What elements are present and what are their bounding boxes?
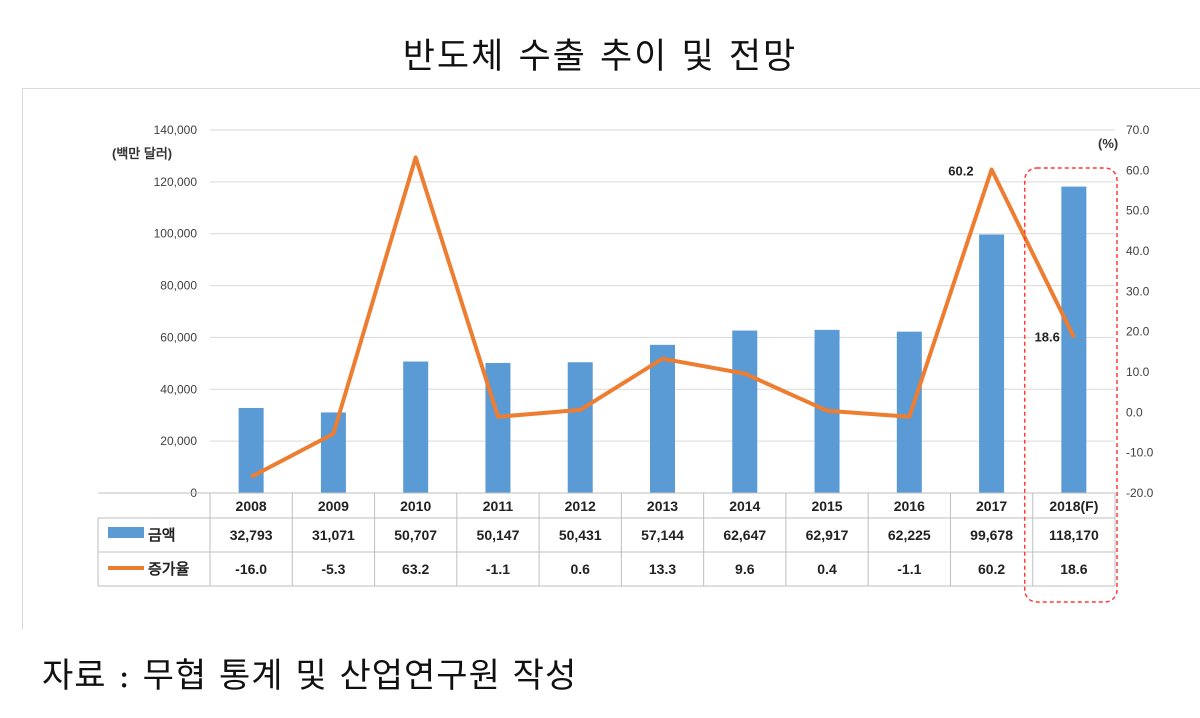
table-cell-growth: 18.6 xyxy=(1060,561,1087,577)
line-point xyxy=(991,169,993,171)
legend-label-bar: 금액 xyxy=(148,526,176,544)
line-point xyxy=(332,433,334,435)
line-point xyxy=(744,373,746,375)
y-tick-left: 40,000 xyxy=(160,382,197,396)
combo-chart: 020,00040,00060,00080,000100,000120,0001… xyxy=(97,123,1154,603)
y-tick-right: 0.0 xyxy=(1126,405,1143,419)
bar xyxy=(238,407,264,493)
forecast-highlight-box xyxy=(1023,167,1118,603)
y-tick-right: 30.0 xyxy=(1126,284,1150,298)
bar xyxy=(1061,186,1087,494)
y-tick-right: 10.0 xyxy=(1126,365,1150,379)
source-note: 자료 : 무협 통계 및 산업연구원 작성 xyxy=(42,656,578,696)
x-tick-label: 2011 xyxy=(483,498,514,514)
x-tick-label: 2012 xyxy=(565,498,596,514)
y-tick-right: 60.0 xyxy=(1126,163,1150,177)
y-tick-left: 120,000 xyxy=(154,175,198,189)
y-axis-label-right: (%) xyxy=(1098,136,1118,151)
x-tick-label: 2018(F) xyxy=(1049,498,1098,514)
y-tick-right: -10.0 xyxy=(1126,446,1154,460)
data-label: 60.2 xyxy=(948,164,973,179)
x-tick-label: 2017 xyxy=(976,498,1007,514)
x-tick-label: 2016 xyxy=(894,498,925,514)
bar xyxy=(732,330,758,493)
bar xyxy=(979,234,1005,493)
y-axis-label-left: (백만 달러) xyxy=(112,146,172,161)
table-cell-amount: 50,147 xyxy=(477,527,520,543)
table-cell-growth: 0.6 xyxy=(570,561,590,577)
bar xyxy=(403,361,429,493)
table-cell-growth: -5.3 xyxy=(321,561,345,577)
line-point xyxy=(415,156,417,158)
table-cell-amount: 62,647 xyxy=(723,527,766,543)
y-tick-right: 40.0 xyxy=(1126,244,1150,258)
y-tick-left: 100,000 xyxy=(154,227,198,241)
x-tick-label: 2015 xyxy=(811,498,842,514)
legend-key-bar xyxy=(108,527,144,538)
legend-label-line: 증가율 xyxy=(148,561,190,578)
y-tick-right: 50.0 xyxy=(1126,204,1150,218)
table-cell-amount: 118,170 xyxy=(1049,527,1099,543)
x-tick-label: 2009 xyxy=(318,498,349,514)
table-cell-growth: 13.3 xyxy=(649,561,676,577)
table-cell-growth: -1.1 xyxy=(897,561,921,577)
table-cell-amount: 32,793 xyxy=(230,527,273,543)
line-point xyxy=(579,409,581,411)
x-tick-label: 2013 xyxy=(647,498,678,514)
table-cell-growth: 9.6 xyxy=(735,561,755,577)
bar xyxy=(485,362,511,493)
data-label: 18.6 xyxy=(1035,329,1060,344)
y-tick-right: 20.0 xyxy=(1126,325,1150,339)
table-cell-growth: 0.4 xyxy=(817,561,837,577)
line-point xyxy=(662,358,663,360)
table-cell-amount: 62,917 xyxy=(806,527,849,543)
y-tick-left: 80,000 xyxy=(160,279,197,293)
table-cell-growth: 60.2 xyxy=(978,561,1005,577)
chart-frame xyxy=(22,88,1200,629)
y-tick-right: 70.0 xyxy=(1126,123,1150,137)
x-tick-label: 2014 xyxy=(729,498,760,514)
x-tick-label: 2010 xyxy=(400,498,431,514)
bar xyxy=(650,344,675,493)
table-cell-growth: -16.0 xyxy=(235,561,267,577)
line-point xyxy=(250,476,252,478)
bar xyxy=(320,412,346,493)
table-cell-amount: 57,144 xyxy=(641,527,684,543)
y-tick-left: 60,000 xyxy=(160,330,197,344)
line-point xyxy=(908,416,910,418)
table-cell-growth: -1.1 xyxy=(486,561,510,577)
line-point xyxy=(826,410,828,412)
y-tick-left: 140,000 xyxy=(154,123,198,137)
x-tick-label: 2008 xyxy=(236,498,267,514)
line-point xyxy=(497,416,499,418)
line-point xyxy=(1073,336,1075,338)
table-cell-amount: 50,431 xyxy=(559,527,602,543)
bar xyxy=(567,362,593,493)
table-cell-amount: 99,678 xyxy=(970,527,1013,543)
y-tick-left: 20,000 xyxy=(160,434,197,448)
table-cell-growth: 63.2 xyxy=(402,561,429,577)
chart-title: 반도체 수출 추이 및 전망 xyxy=(402,37,798,77)
y-tick-right: -20.0 xyxy=(1126,486,1154,500)
table-cell-amount: 31,071 xyxy=(312,527,355,543)
table-cell-amount: 62,225 xyxy=(888,527,931,543)
table-cell-amount: 50,707 xyxy=(394,527,437,543)
